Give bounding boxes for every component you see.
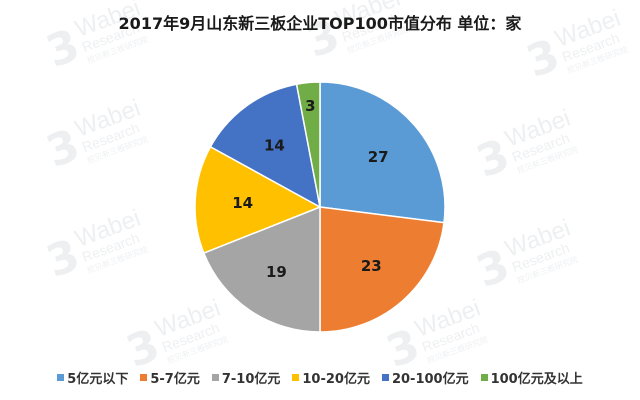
legend-swatch bbox=[480, 374, 488, 381]
data-label: 3 bbox=[305, 97, 315, 115]
pie-slice bbox=[319, 206, 445, 333]
legend-label: 7-10亿元 bbox=[221, 372, 281, 387]
legend-swatch bbox=[211, 374, 219, 381]
legend-label: 5-7亿元 bbox=[150, 372, 200, 387]
legend-label: 20-100亿元 bbox=[391, 372, 469, 387]
legend-label: 5亿元以下 bbox=[67, 372, 129, 387]
legend-item: 20-100亿元 bbox=[381, 368, 469, 387]
legend-label: 10-20亿元 bbox=[302, 372, 370, 387]
legend-item: 10-20亿元 bbox=[292, 368, 370, 387]
data-label: 14 bbox=[232, 194, 253, 212]
pie-slice bbox=[194, 145, 322, 254]
legend-item: 7-10亿元 bbox=[211, 368, 281, 387]
legend-swatch bbox=[381, 374, 389, 381]
legend-swatch bbox=[57, 374, 65, 381]
pie-slice bbox=[209, 83, 322, 209]
data-label: 14 bbox=[264, 136, 285, 154]
chart-legend: 5亿元以下 5-7亿元 7-10亿元 10-20亿元 20-100亿元 100亿元及以上 bbox=[0, 368, 640, 387]
legend-swatch bbox=[292, 374, 300, 381]
data-label: 19 bbox=[266, 263, 287, 281]
legend-item: 5-7亿元 bbox=[140, 368, 200, 387]
legend-swatch bbox=[140, 374, 148, 381]
pie-slice bbox=[319, 81, 446, 224]
legend-item: 5亿元以下 bbox=[57, 368, 128, 387]
data-label: 27 bbox=[368, 148, 389, 166]
chart-title: 2017年9月山东新三板企业TOP100市值分布 单位：家 bbox=[118, 14, 522, 33]
pie-slice bbox=[202, 205, 321, 333]
data-label: 23 bbox=[361, 257, 382, 275]
legend-label: 100亿元及以上 bbox=[490, 372, 583, 387]
pie-slice bbox=[295, 81, 321, 208]
legend-item: 100亿元及以上 bbox=[480, 368, 583, 387]
